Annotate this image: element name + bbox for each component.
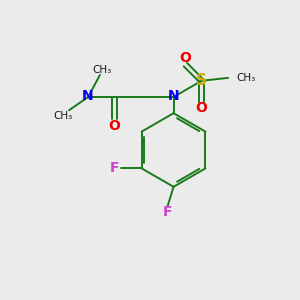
Text: F: F bbox=[110, 161, 119, 176]
Text: S: S bbox=[196, 73, 207, 88]
Text: CH₃: CH₃ bbox=[53, 110, 73, 121]
Text: N: N bbox=[82, 89, 93, 103]
Text: CH₃: CH₃ bbox=[93, 64, 112, 75]
Text: O: O bbox=[109, 118, 121, 133]
Text: CH₃: CH₃ bbox=[236, 73, 256, 83]
Text: F: F bbox=[163, 206, 172, 219]
Text: N: N bbox=[168, 88, 179, 103]
Text: O: O bbox=[179, 51, 191, 65]
Text: O: O bbox=[196, 101, 208, 116]
